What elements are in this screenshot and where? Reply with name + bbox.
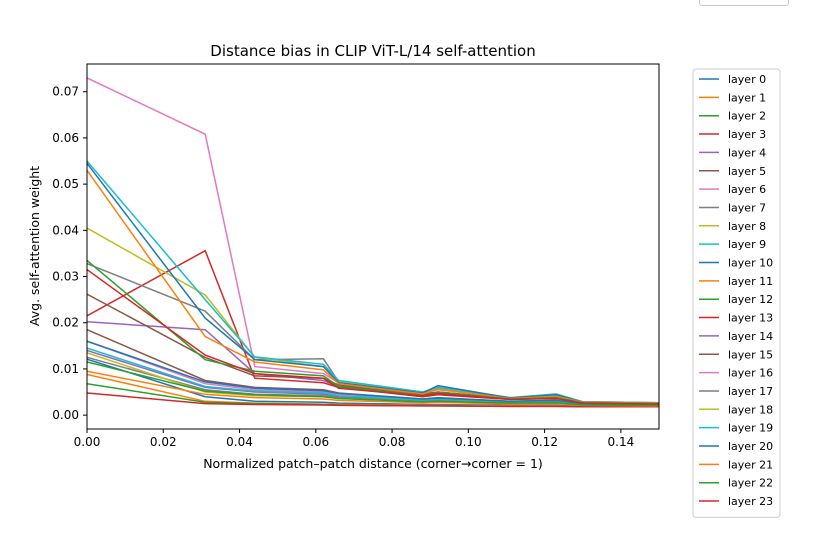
- legend-label: layer 10: [728, 257, 773, 270]
- y-tick-label: 0.03: [52, 270, 79, 284]
- legend-label: layer 18: [728, 403, 773, 416]
- y-tick-label: 0.07: [52, 85, 79, 99]
- legend-label: layer 19: [728, 422, 773, 435]
- legend-frame: [692, 68, 781, 518]
- y-axis: 0.00 0.01 0.02 0.03 0.04 0.05 0.06 0.07: [52, 85, 87, 422]
- legend: layer 0 layer 1 layer 2 layer 3 layer 4 layer…: [692, 68, 781, 518]
- legend-label: layer 1: [728, 91, 766, 104]
- legend-label: layer 21: [728, 458, 773, 471]
- series-line-layer-23: [87, 268, 659, 405]
- x-tick-label: 0.12: [531, 435, 558, 449]
- chart-title: Distance bias in CLIP ViT-L/14 self-atte…: [210, 42, 535, 60]
- legend-label: layer 17: [728, 385, 773, 398]
- y-tick-label: 0.01: [52, 362, 79, 376]
- x-tick-label: 0.02: [150, 435, 177, 449]
- series-line-layer-21: [87, 169, 659, 404]
- series-line-layer-20: [87, 162, 659, 404]
- x-tick-label: 0.04: [226, 435, 253, 449]
- series-line-layer-12: [87, 361, 659, 407]
- y-tick-label: 0.06: [52, 131, 79, 145]
- y-tick-label: 0.02: [52, 316, 79, 330]
- legend-label: layer 3: [728, 128, 766, 141]
- legend-label: layer 11: [728, 275, 773, 288]
- legend-label: layer 15: [728, 348, 773, 361]
- y-tick-label: 0.05: [52, 177, 79, 191]
- x-tick-label: 0.06: [302, 435, 329, 449]
- legend-label: layer 22: [728, 477, 773, 490]
- x-tick-label: 0.10: [455, 435, 482, 449]
- x-axis-label: Normalized patch–patch distance (corner→…: [203, 456, 543, 471]
- plot-frame: [86, 63, 660, 430]
- x-tick-label: 0.08: [379, 435, 406, 449]
- legend-label: layer 0: [728, 73, 766, 86]
- x-axis: 0.00 0.02 0.04 0.06 0.08 0.10 0.12 0.14: [74, 429, 635, 449]
- legend-label: layer 4: [728, 146, 766, 159]
- legend-label: layer 14: [728, 330, 773, 343]
- series-line-layer-16: [87, 77, 659, 404]
- legend-label: layer 9: [728, 238, 766, 251]
- series-layer: [87, 77, 659, 408]
- x-tick-label: 0.14: [608, 435, 635, 449]
- y-axis-label: Avg. self-attention weight: [27, 166, 42, 326]
- legend-label: layer 23: [728, 495, 773, 508]
- legend-label: layer 13: [728, 312, 773, 325]
- x-tick-label: 0.00: [74, 435, 101, 449]
- legend-label: layer 6: [728, 183, 766, 196]
- series-line-layer-10: [87, 340, 659, 406]
- y-tick-label: 0.00: [52, 408, 79, 422]
- toolbar-widget[interactable]: [699, 0, 789, 6]
- legend-label: layer 7: [728, 201, 766, 214]
- legend-label: layer 16: [728, 367, 773, 380]
- legend-label: layer 5: [728, 165, 766, 178]
- legend-label: layer 2: [728, 110, 766, 123]
- legend-label: layer 8: [728, 220, 766, 233]
- series-line-layer-3: [87, 392, 659, 408]
- legend-label: layer 20: [728, 440, 773, 453]
- y-tick-label: 0.04: [52, 223, 79, 237]
- legend-label: layer 12: [728, 293, 773, 306]
